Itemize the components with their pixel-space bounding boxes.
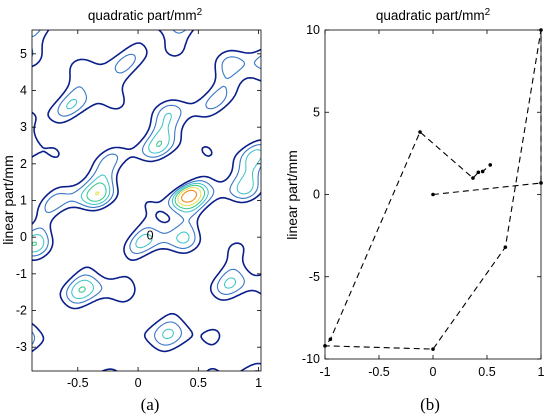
contour-plot: [32, 30, 261, 371]
y-tick-label: -5: [309, 270, 320, 284]
contour-annotation: 0: [147, 228, 154, 242]
panel-a-caption: (a): [141, 395, 160, 414]
y-tick-label: 3: [20, 120, 27, 134]
panel-b-y-label: linear part/mm: [284, 150, 300, 239]
y-tick-label: 0: [313, 188, 320, 202]
x-tick-label: 1: [255, 376, 262, 390]
x-tick-label: 1: [538, 365, 545, 379]
data-point: [471, 176, 475, 180]
data-point: [488, 163, 493, 167]
y-tick-label: -1: [16, 267, 27, 281]
panel-a-ticks: -0.5 0 0.5 1 5 4 3 2 1 0 -1 -2 -3: [16, 30, 262, 390]
contour-level: [181, 189, 198, 203]
data-point: [503, 245, 508, 249]
x-tick-label: 0: [135, 376, 142, 390]
x-tick-label: 0.5: [190, 376, 207, 390]
y-tick-label: 5: [313, 105, 320, 119]
y-tick-label: 5: [20, 47, 27, 61]
panel-b-title: quadratic part/mm2: [376, 7, 491, 23]
x-tick-label: -1: [319, 365, 330, 379]
y-tick-label: 4: [20, 84, 27, 98]
y-tick-label: 2: [20, 157, 27, 171]
panel-a-y-label: linear part/mm: [0, 155, 16, 244]
line-plot: [323, 28, 543, 351]
panel-a: -0.5 0 0.5 1 5 4 3 2 1 0 -1 -2 -3 0 quadratic part/m…: [0, 7, 262, 414]
x-tick-label: -0.5: [67, 376, 89, 390]
contour-level: [32, 140, 205, 293]
data-point: [431, 192, 435, 197]
contour-level: [95, 187, 202, 207]
y-tick-label: -10: [302, 352, 320, 366]
x-tick-label: 0: [430, 365, 437, 379]
y-tick-label: 1: [20, 194, 27, 208]
data-point: [480, 169, 485, 174]
x-tick-label: -0.5: [368, 365, 390, 379]
data-point: [418, 130, 422, 134]
panel-b-ticks: -1 -0.5 0 0.5 1 10 5 0 -5 -10: [302, 23, 545, 379]
data-point: [328, 337, 333, 342]
panel-a-title: quadratic part/mm2: [88, 7, 203, 23]
data-point: [476, 170, 481, 175]
panel-b-caption: (b): [420, 395, 440, 414]
data-point: [431, 347, 435, 351]
panel-a-plot-area: [32, 30, 261, 371]
y-tick-label: 10: [306, 23, 320, 37]
x-tick-label: 0.5: [478, 365, 495, 379]
y-tick-label: -3: [16, 340, 27, 354]
y-tick-label: -2: [16, 304, 27, 318]
y-tick-label: 0: [20, 230, 27, 244]
